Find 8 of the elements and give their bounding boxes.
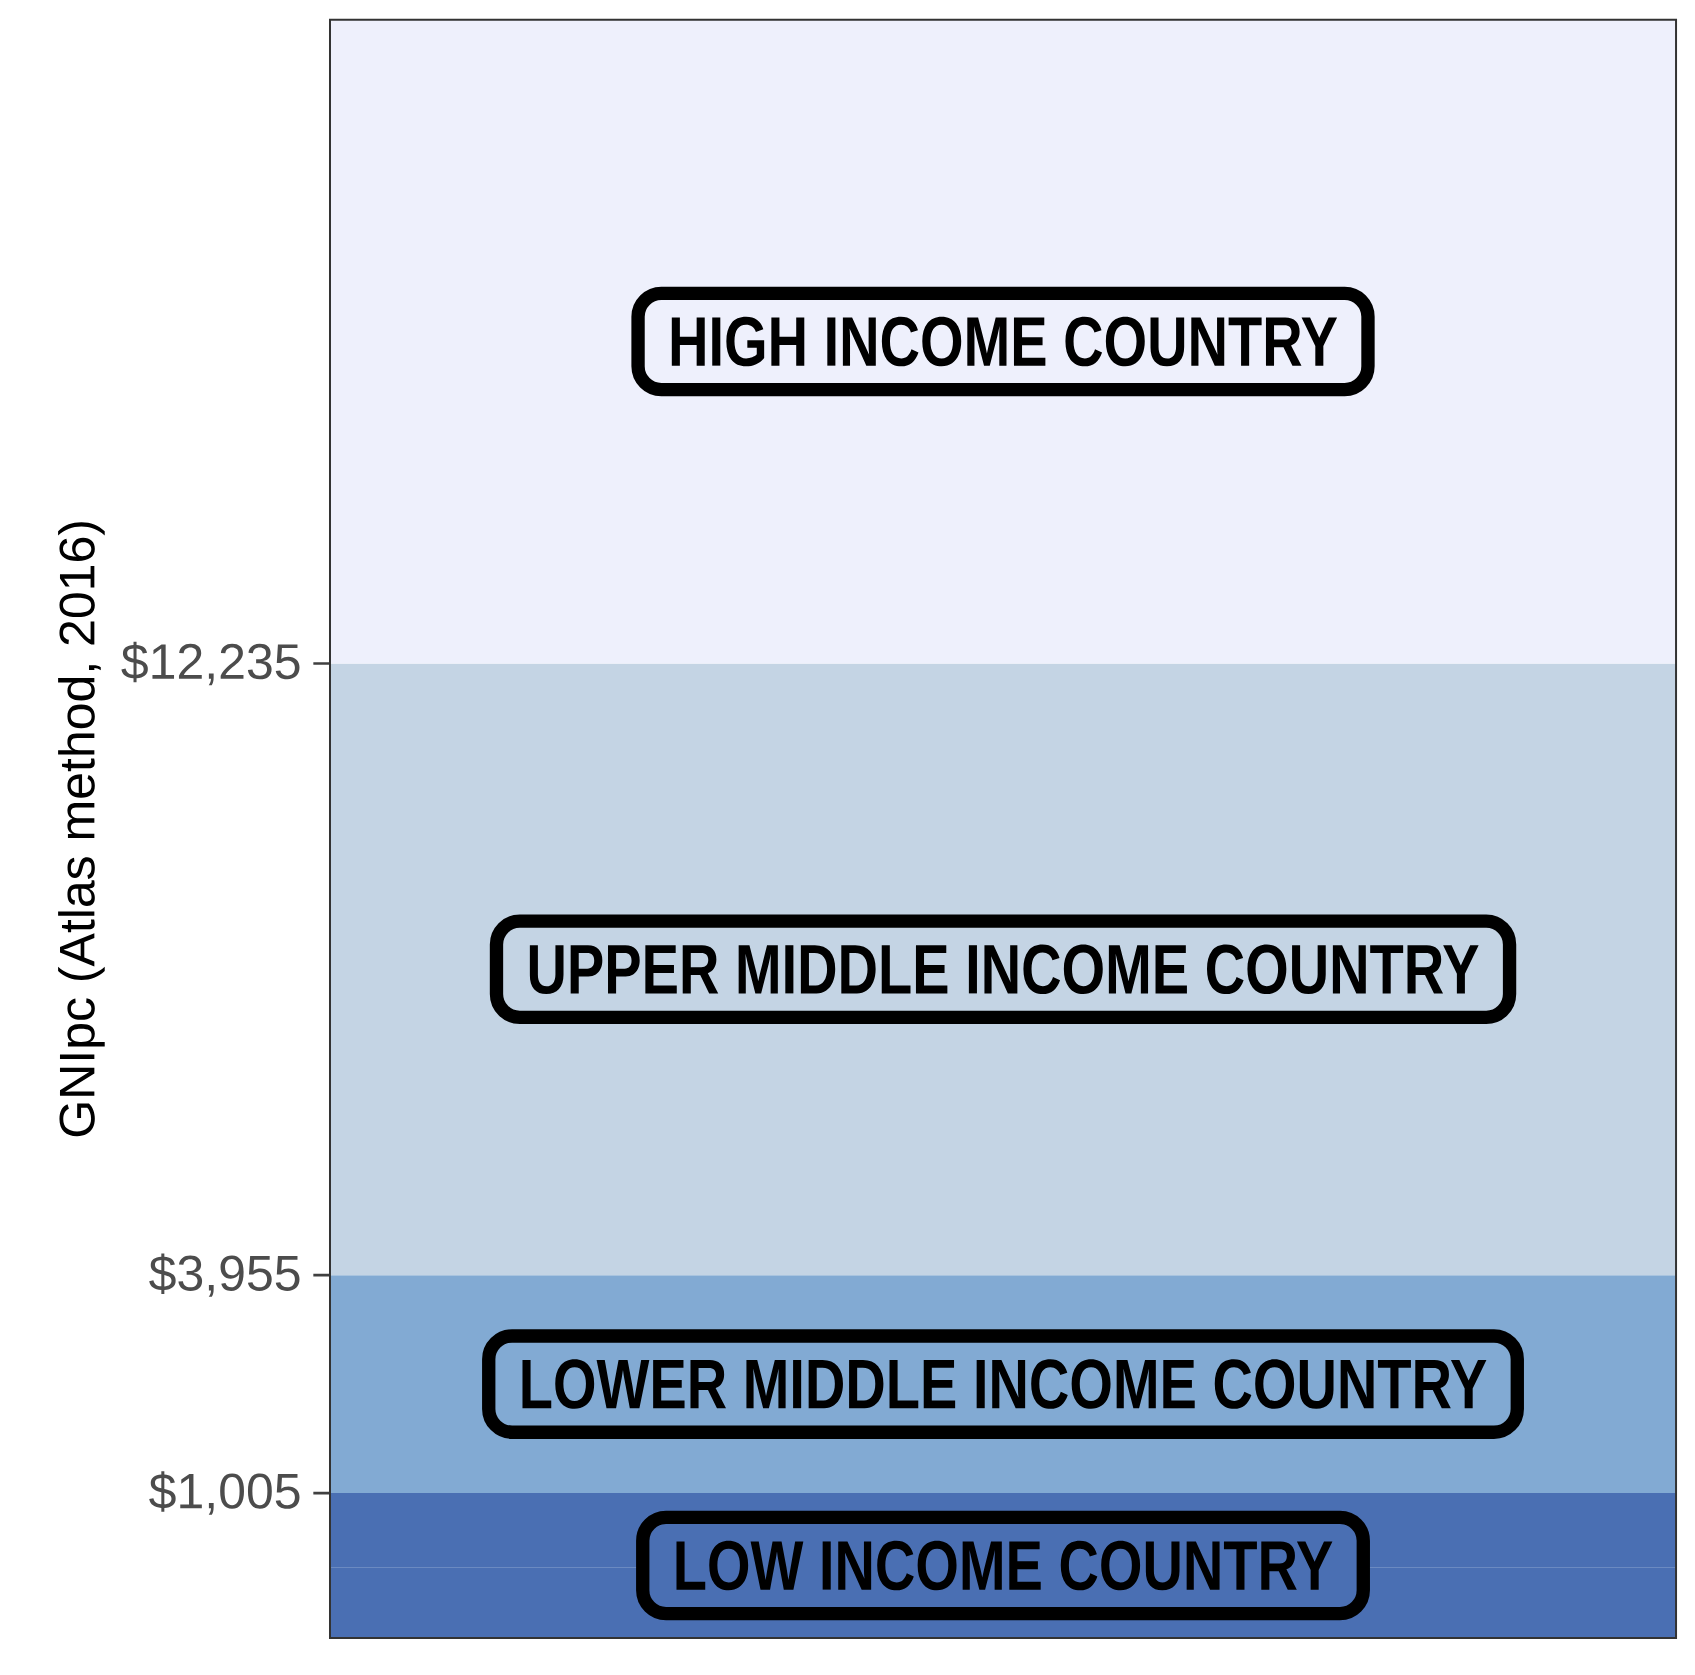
series-label: LOW INCOME COUNTRY <box>676 1540 1333 1591</box>
series-label: HIGH INCOME COUNTRY <box>671 316 1338 367</box>
series-label: UPPER MIDDLE INCOME COUNTRY <box>529 944 1479 995</box>
y-axis-title: GNIpc (Atlas method, 2016) <box>58 522 105 1137</box>
y-tick-label: $3,955 <box>149 1253 300 1297</box>
y-tick-label: $1,005 <box>149 1471 300 1515</box>
series-label: LOWER MIDDLE INCOME COUNTRY <box>522 1359 1487 1409</box>
y-tick-label: $12,235 <box>121 641 300 686</box>
